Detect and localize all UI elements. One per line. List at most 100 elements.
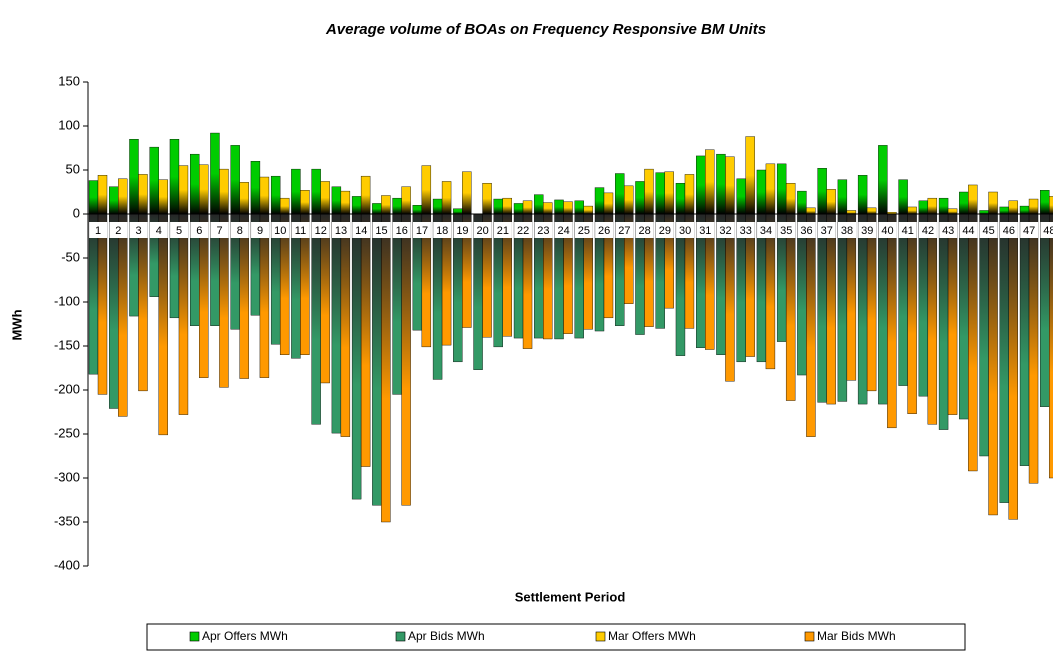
x-tick-label: 1 — [95, 225, 101, 237]
bar — [938, 197, 949, 215]
category-label-box — [999, 222, 1018, 238]
category-label-box — [676, 222, 695, 238]
bar — [97, 175, 108, 215]
legend-swatch — [804, 631, 815, 642]
x-tick-label: 12 — [315, 225, 327, 237]
bar — [999, 206, 1009, 215]
bar — [887, 213, 897, 429]
bar — [664, 171, 674, 215]
bar — [1019, 213, 1030, 466]
bar — [806, 213, 816, 437]
bar — [716, 153, 726, 215]
x-tick-label: 25 — [578, 225, 590, 237]
bar — [340, 190, 351, 215]
bar — [118, 178, 128, 215]
x-tick-label: 47 — [1023, 225, 1035, 237]
bar — [340, 213, 351, 437]
x-tick-label: 37 — [821, 225, 833, 237]
x-tick-label: 14 — [355, 225, 367, 237]
bar — [959, 191, 969, 215]
chart-title: Average volume of BOAs on Frequency Resp… — [325, 21, 766, 38]
bar — [381, 213, 391, 523]
bar — [432, 198, 443, 215]
bar — [291, 168, 301, 215]
x-tick-label: 44 — [962, 225, 974, 237]
x-tick-label: 8 — [237, 225, 243, 237]
category-label-box — [777, 222, 796, 238]
category-label-box — [291, 222, 310, 238]
category-label-box — [493, 222, 512, 238]
bar — [846, 210, 857, 215]
bar — [918, 200, 929, 215]
y-tick-label: -350 — [54, 513, 80, 528]
y-tick-label: -150 — [54, 337, 80, 352]
bar — [866, 213, 877, 392]
bar — [898, 179, 908, 215]
x-tick-label: 20 — [477, 225, 489, 237]
bar — [1049, 196, 1053, 215]
category-label-box — [635, 222, 654, 238]
bar — [837, 179, 848, 215]
plot-area: 1 2 3 4 5 6 7 8 9 10 11 12 13 14 15 16 17 18 19 20 21 22 23 24 2… — [88, 132, 1053, 523]
x-tick-label: 31 — [699, 225, 711, 237]
category-label-box — [352, 222, 371, 238]
y-tick-label: -200 — [54, 381, 80, 396]
category-label-box — [473, 222, 492, 238]
y-axis-title: MWh — [9, 309, 24, 340]
bar — [857, 175, 868, 215]
bar — [785, 182, 796, 215]
x-tick-label: 40 — [881, 225, 893, 237]
bar — [696, 155, 706, 215]
category-label-box — [838, 222, 856, 238]
bar — [210, 132, 220, 215]
bar — [149, 146, 159, 215]
bar — [351, 196, 362, 215]
bar — [907, 206, 917, 215]
x-tick-label: 42 — [922, 225, 934, 237]
bar — [331, 213, 342, 434]
category-label-box — [149, 222, 168, 238]
legend-swatch — [395, 631, 406, 642]
bar — [421, 165, 432, 215]
x-tick-label: 2 — [115, 225, 121, 237]
category-label-box — [554, 222, 573, 238]
bar — [543, 202, 553, 215]
bar — [725, 213, 735, 382]
bar — [927, 197, 938, 215]
bar — [705, 149, 715, 215]
bar — [534, 194, 544, 215]
category-label-box — [939, 222, 958, 238]
bar — [198, 164, 209, 215]
x-tick-label: 45 — [983, 225, 995, 237]
legend-swatch — [595, 631, 606, 642]
bar — [968, 184, 978, 215]
y-tick-label: -50 — [61, 249, 80, 264]
legend-label: Mar Bids MWh — [817, 629, 896, 643]
legend-box — [146, 623, 966, 651]
bar — [615, 173, 625, 215]
bar — [866, 207, 877, 215]
x-tick-label: 39 — [861, 225, 873, 237]
x-axis-title: Settlement Period — [515, 589, 626, 604]
bar — [239, 182, 249, 215]
x-tick-label: 43 — [942, 225, 954, 237]
bar — [898, 213, 908, 386]
x-tick-label: 5 — [176, 225, 182, 237]
bar — [97, 213, 108, 395]
bar — [311, 213, 321, 425]
bar — [624, 185, 634, 215]
bar — [806, 207, 816, 215]
bar — [513, 203, 524, 215]
category-label-box — [109, 222, 128, 238]
bar — [968, 213, 978, 472]
legend-label: Apr Offers MWh — [202, 629, 288, 643]
bar — [230, 145, 240, 215]
x-tick-label: 46 — [1003, 225, 1015, 237]
y-tick-label: 100 — [58, 117, 80, 132]
bar — [522, 200, 533, 215]
category-label-box — [797, 222, 816, 238]
category-label-box — [89, 222, 108, 238]
y-tick-label: -400 — [54, 557, 80, 572]
bar — [372, 213, 382, 506]
x-tick-label: 23 — [537, 225, 549, 237]
